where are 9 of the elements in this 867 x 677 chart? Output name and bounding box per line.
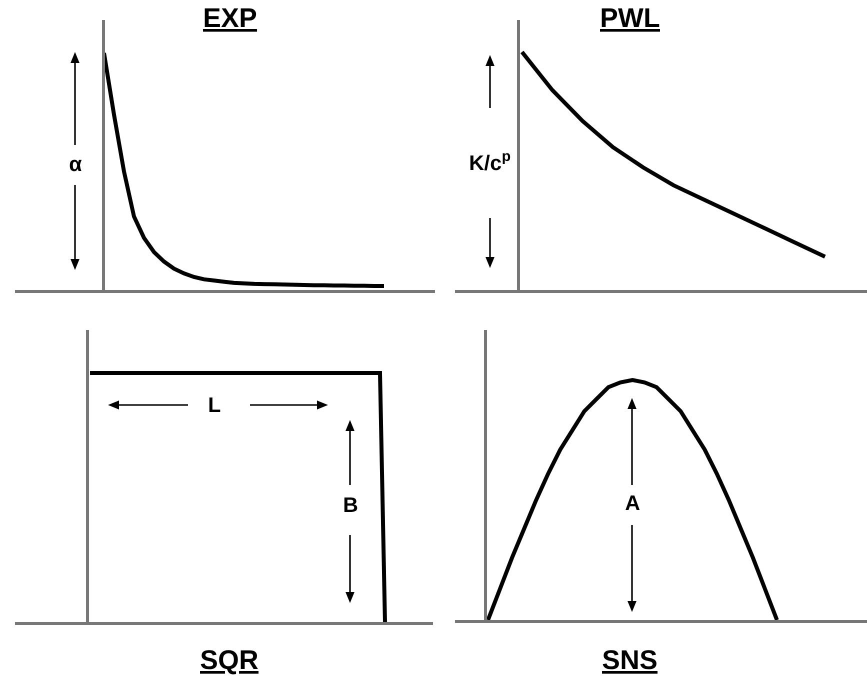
annotation: L [208,394,221,417]
chart-title: EXP [203,3,258,33]
text: SQR [200,645,259,675]
annotation: A [625,492,640,515]
annotation: B [343,494,358,517]
text: α [69,153,82,176]
annotation: K/c$^{p}$ [469,149,511,175]
chart-title: PWL [600,3,660,33]
text: SNS [602,645,658,675]
